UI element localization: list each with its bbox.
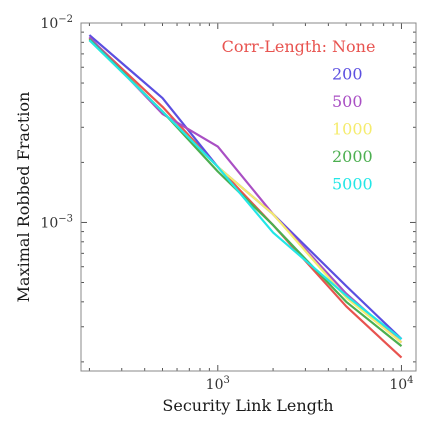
series-layer — [88, 34, 403, 359]
x-tick-label: 103 — [206, 375, 230, 393]
legend-entry-200: 200 — [332, 65, 363, 84]
y-axis-label: Maximal Robbed Fraction — [14, 92, 33, 303]
legend-entry-500: 500 — [332, 92, 363, 111]
legend: Corr-Length: None 200 500 1000 2000 5000 — [222, 37, 376, 194]
series-line-none — [88, 37, 403, 359]
legend-title: Corr-Length: — [222, 37, 327, 56]
legend-entry-5000: 5000 — [332, 175, 373, 194]
tick-labels: 103 104 10−3 10−2 — [40, 14, 413, 393]
y-tick-label: 10−3 — [40, 213, 73, 231]
x-axis-label: Security Link Length — [162, 396, 333, 415]
x-tick-label: 104 — [389, 375, 413, 393]
y-tick-label: 10−2 — [40, 14, 73, 32]
plot-frame — [80, 22, 417, 372]
series-line-5000 — [88, 39, 403, 340]
legend-entry-none: None — [332, 37, 375, 56]
legend-entry-1000: 1000 — [332, 120, 373, 139]
legend-entry-2000: 2000 — [332, 147, 373, 166]
